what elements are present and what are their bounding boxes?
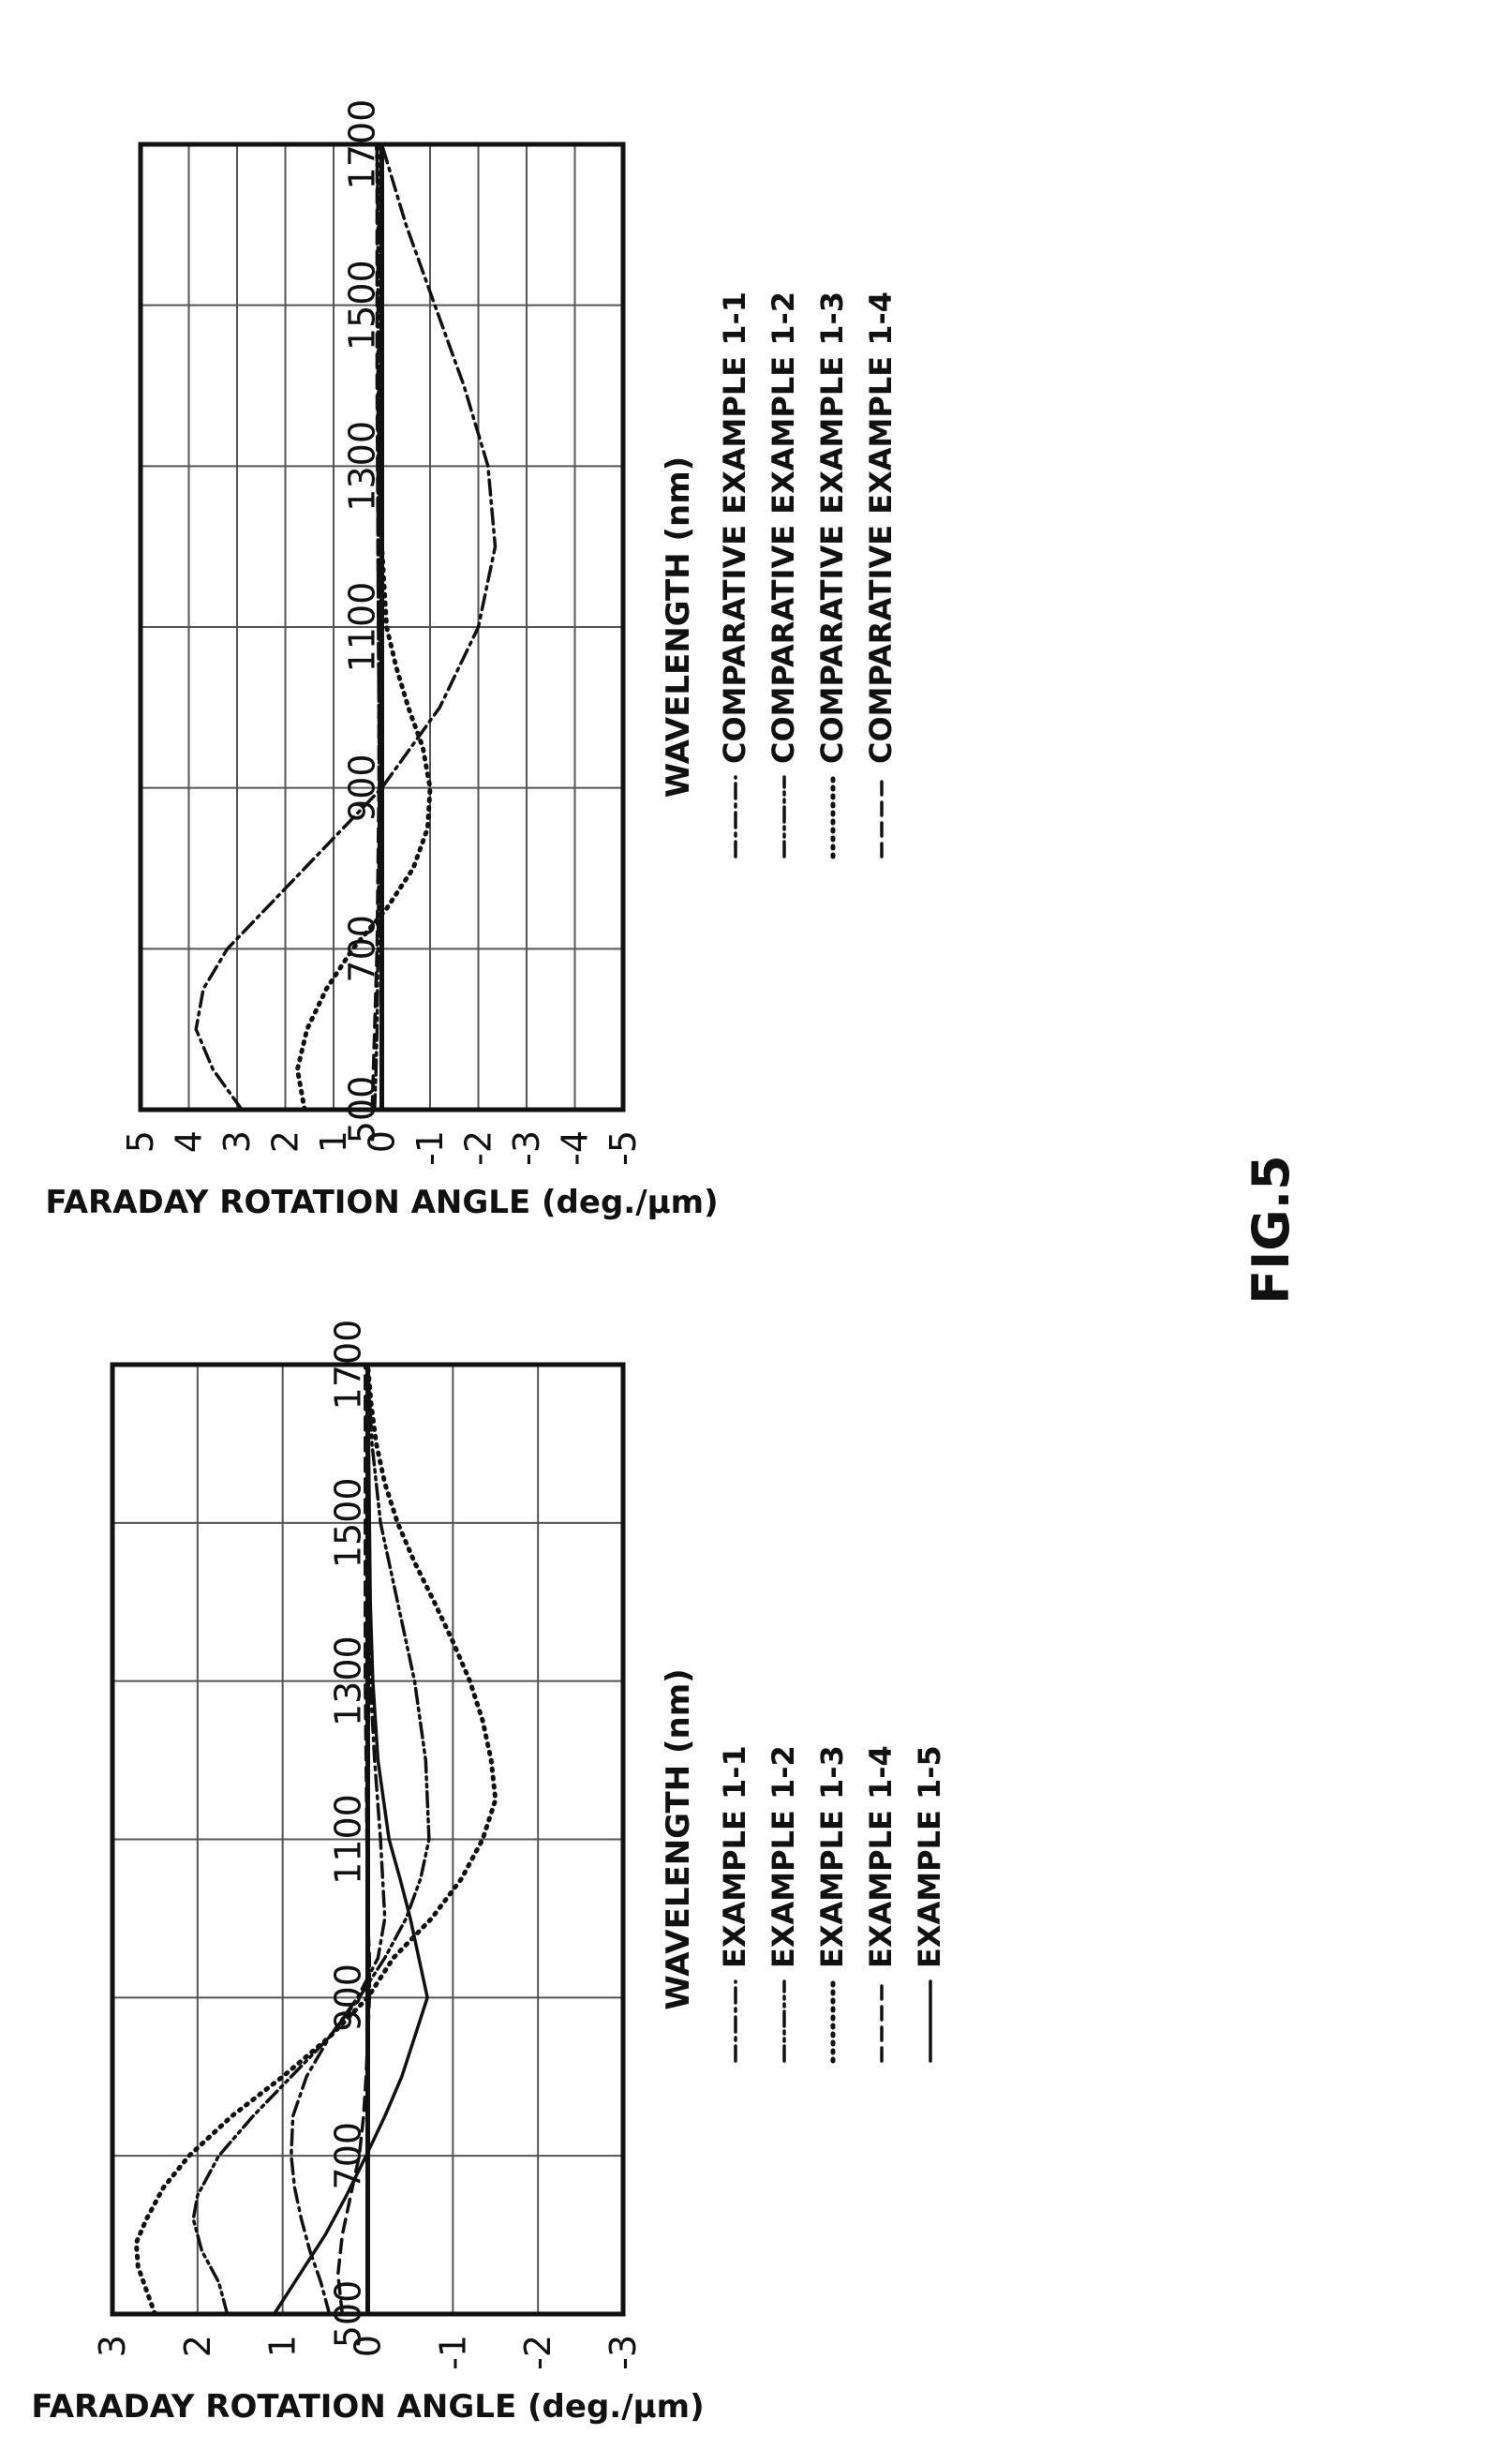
y-tick-label: -3 xyxy=(602,2335,644,2370)
y-tick-label: 5 xyxy=(120,1130,161,1153)
x-tick-label: 1500 xyxy=(328,1477,369,1568)
y-tick-label: 0 xyxy=(348,2335,389,2357)
y-tick-label: 1 xyxy=(313,1130,354,1153)
x-tick-label: 1300 xyxy=(328,1635,369,1726)
y-tick-label: -2 xyxy=(517,2335,558,2370)
y-tick-label: 4 xyxy=(169,1130,210,1153)
legend-label: EXAMPLE 1-1 xyxy=(717,1745,752,1968)
series-line-4 xyxy=(370,142,381,1112)
series-line-3 xyxy=(133,1362,498,2317)
series-line-2 xyxy=(191,1363,431,2316)
legend-label: COMPARATIVE EXAMPLE 1-3 xyxy=(814,291,850,764)
legend-label: EXAMPLE 1-3 xyxy=(814,1745,850,1968)
y-axis-title: FARADAY ROTATION ANGLE (deg./μm) xyxy=(45,1184,718,1221)
y-tick-label: 2 xyxy=(265,1130,306,1153)
x-tick-label: 700 xyxy=(328,2122,369,2190)
legend-label: COMPARATIVE EXAMPLE 1-1 xyxy=(717,291,752,764)
y-tick-label: 3 xyxy=(92,2335,133,2357)
legend-label: EXAMPLE 1-4 xyxy=(863,1745,899,1968)
x-tick-label: 900 xyxy=(328,1964,369,2032)
series-line-5 xyxy=(272,1363,429,2316)
figure-title: FIG.5 xyxy=(1242,1155,1301,1304)
x-tick-label: 500 xyxy=(328,2280,369,2349)
legend-label: COMPARATIVE EXAMPLE 1-4 xyxy=(863,291,899,764)
x-axis-title: WAVELENGTH (nm) xyxy=(660,1668,697,2009)
x-tick-label: 1100 xyxy=(342,582,383,673)
x-tick-label: 1700 xyxy=(328,1320,369,1411)
y-tick-label: 0 xyxy=(362,1130,403,1153)
y-tick-label: -5 xyxy=(602,1130,644,1166)
y-tick-label: -3 xyxy=(506,1130,547,1166)
legend-label: EXAMPLE 1-2 xyxy=(766,1745,801,1968)
chart-examples: 500 700 900 1100 1300 1500 1700 3 2 1 0 -1 -2 -3 WAVEL… xyxy=(31,1320,947,2426)
y-axis-title: FARADAY ROTATION ANGLE (deg./μm) xyxy=(31,2388,704,2426)
series-line-1 xyxy=(194,142,498,1112)
y-tick-label: 3 xyxy=(216,1130,258,1153)
x-axis-title: WAVELENGTH (nm) xyxy=(660,456,697,798)
series-line-4 xyxy=(335,1363,372,2316)
y-tick-label: -1 xyxy=(409,1130,451,1166)
legend-label: COMPARATIVE EXAMPLE 1-2 xyxy=(766,291,801,764)
y-tick-label: 2 xyxy=(177,2335,218,2357)
x-tick-label: 900 xyxy=(342,754,383,822)
x-tick-label: 1100 xyxy=(328,1794,369,1885)
y-tick-label: -2 xyxy=(458,1130,499,1166)
series-line-3 xyxy=(294,142,433,1113)
y-tick-label: 1 xyxy=(262,2335,304,2357)
legend-label: EXAMPLE 1-5 xyxy=(912,1745,947,1968)
y-tick-label: -1 xyxy=(432,2335,473,2370)
y-tick-label: -4 xyxy=(555,1130,596,1166)
